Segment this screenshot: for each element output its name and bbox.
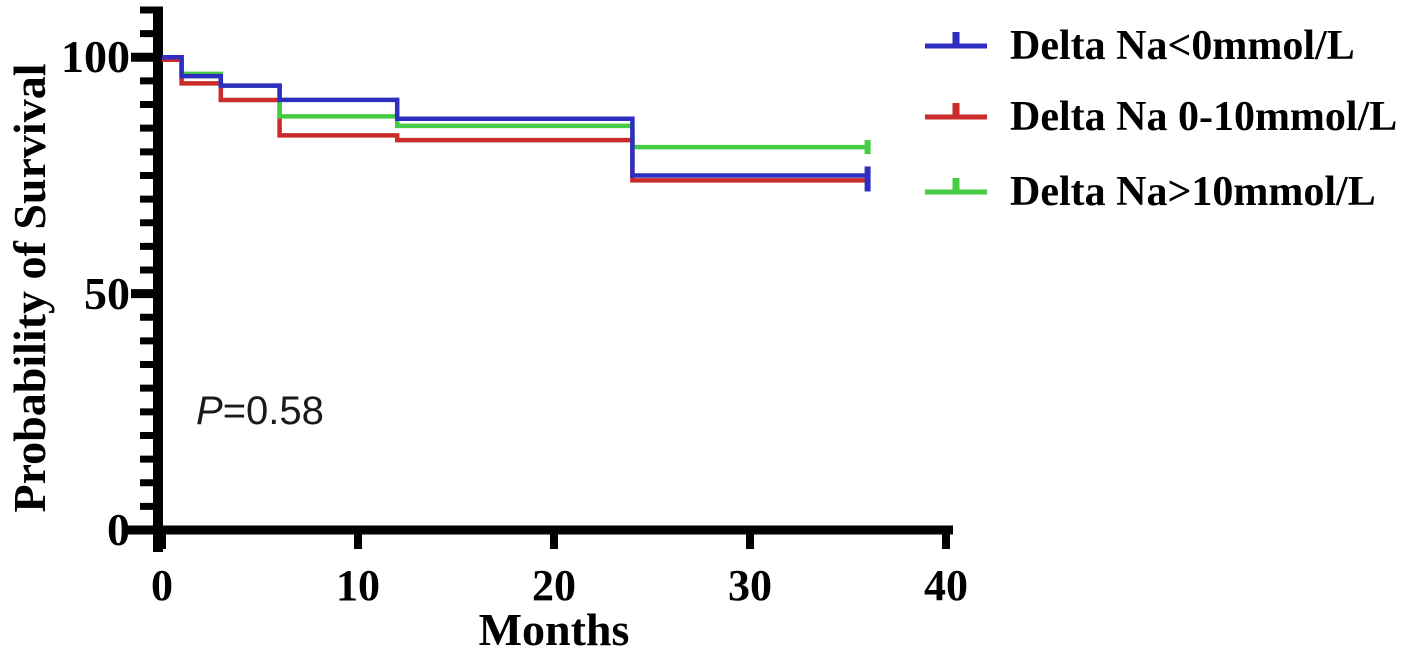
x-tick-label-40: 40 bbox=[924, 561, 968, 610]
legend-label: Delta Na<0mmol/L bbox=[1010, 23, 1355, 69]
y-tick-label-100: 100 bbox=[61, 31, 130, 82]
km-censor-line-icon bbox=[925, 32, 987, 49]
p-value-italic-p: P bbox=[196, 389, 223, 433]
y-tick-label-50: 50 bbox=[84, 268, 130, 319]
km-censor-line-icon bbox=[925, 178, 987, 195]
legend: Delta Na<0mmol/L Delta Na 0-10mmol/L Del… bbox=[925, 0, 1412, 260]
legend-item: Delta Na<0mmol/L bbox=[925, 20, 1412, 72]
survival-curve bbox=[162, 55, 868, 178]
x-tick-label-0: 0 bbox=[151, 561, 173, 610]
legend-item: Delta Na>10mmol/L bbox=[925, 166, 1412, 218]
y-tick-label-0: 0 bbox=[107, 504, 130, 555]
x-axis-title: Months bbox=[478, 604, 630, 655]
km-censor-line-icon bbox=[925, 103, 987, 120]
legend-item: Delta Na 0-10mmol/L bbox=[925, 91, 1412, 143]
x-tick-label-30: 30 bbox=[728, 561, 772, 610]
p-value-text: =0.58 bbox=[222, 389, 324, 433]
p-value-annotation: P=0.58 bbox=[196, 386, 324, 436]
x-tick-label-10: 10 bbox=[336, 561, 380, 610]
legend-label: Delta Na>10mmol/L bbox=[1010, 169, 1376, 215]
x-tick-label-20: 20 bbox=[532, 561, 576, 610]
legend-label: Delta Na 0-10mmol/L bbox=[1010, 94, 1398, 140]
